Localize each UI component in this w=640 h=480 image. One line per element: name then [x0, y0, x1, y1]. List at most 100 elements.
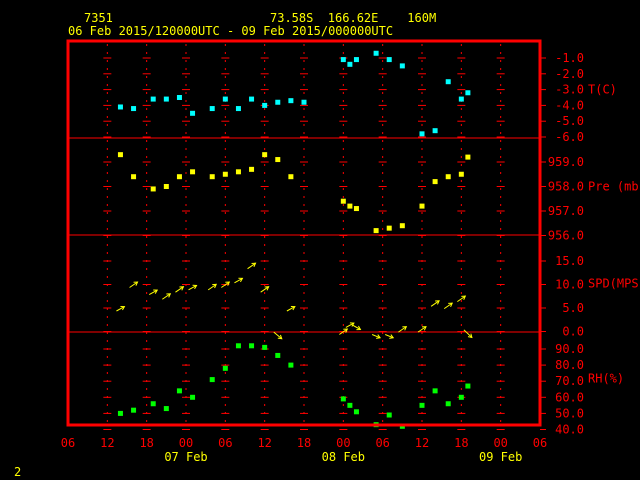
wind-arrow	[175, 286, 185, 293]
wind-arrow	[234, 277, 244, 284]
temperature-point	[386, 57, 392, 63]
y-tick-label: -1.0	[555, 51, 584, 65]
y-tick-label: 15.0	[555, 254, 584, 268]
wind-arrow-shaft	[345, 322, 355, 328]
wind-arrow-shaft	[247, 262, 256, 270]
wind-arrow-head	[251, 262, 257, 268]
wind-arrow-shaft	[188, 285, 197, 291]
pressure-point	[465, 154, 471, 160]
temperature-point	[301, 99, 307, 105]
humidity-point	[209, 377, 215, 383]
y-tick-label: -2.0	[555, 67, 584, 81]
x-tick-label: 06	[533, 436, 547, 450]
wind-arrow-head	[225, 281, 231, 286]
pressure-point	[340, 198, 346, 204]
wind-arrow-shaft	[398, 326, 407, 333]
pressure-point	[235, 169, 241, 175]
y-tick-label: -3.0	[555, 83, 584, 97]
pressure-point	[176, 174, 182, 180]
marks-layer	[116, 50, 473, 429]
pressure-point	[347, 203, 353, 209]
humidity-point	[386, 412, 392, 418]
wind-arrow-shaft	[352, 324, 361, 330]
temperature-point	[432, 128, 438, 134]
temperature-point	[190, 110, 196, 116]
wind-arrow-head	[212, 283, 218, 289]
wind-arrow	[116, 305, 126, 312]
wind-arrow	[207, 283, 218, 291]
y-tick-label: 958.0	[548, 180, 584, 194]
pressure-point	[150, 186, 156, 192]
temperature-point	[117, 104, 123, 110]
wind-arrow	[371, 334, 382, 339]
humidity-point	[288, 362, 294, 368]
humidity-point	[176, 388, 182, 394]
pressure-point	[399, 223, 405, 229]
wind-arrow	[129, 281, 139, 288]
y-tick-label: 957.0	[548, 204, 584, 218]
humidity-point	[163, 406, 169, 412]
pressure-point	[131, 174, 137, 180]
temperature-point	[131, 106, 137, 112]
pressure-point	[419, 203, 425, 209]
pressure-point	[275, 157, 281, 163]
x-tick-label: 12	[257, 436, 271, 450]
x-tick-label: 18	[297, 436, 311, 450]
temperature-point	[275, 99, 281, 105]
grid-layer	[68, 44, 540, 430]
y-tick-label: 956.0	[548, 229, 584, 243]
humidity-point	[275, 352, 281, 358]
temperature-point	[235, 106, 241, 112]
wind-arrow-shaft	[339, 328, 348, 335]
wind-arrow	[188, 284, 198, 291]
wind-arrow-shaft	[234, 277, 243, 284]
station-position: 73.58S 166.62E 160M	[270, 11, 436, 25]
temperature-point	[176, 95, 182, 100]
pressure-point	[386, 225, 392, 231]
wind-arrow-head	[153, 289, 159, 294]
temperature-point	[373, 50, 379, 56]
x-tick-label: 12	[100, 436, 114, 450]
x-tick-label: 12	[415, 436, 429, 450]
temperature-point	[262, 102, 268, 108]
wind-arrow-head	[133, 281, 139, 286]
pressure-point	[353, 206, 359, 212]
pressure-point	[249, 166, 255, 172]
wind-arrow-head	[448, 302, 454, 307]
station-id: 7351	[84, 11, 113, 25]
pressure-point	[190, 169, 196, 175]
plot-frame	[66, 39, 542, 427]
y-tick-label: -4.0	[555, 98, 584, 112]
wind-arrow-shaft	[273, 331, 283, 340]
wind-arrow	[221, 281, 231, 288]
wind-arrow-shaft	[260, 286, 269, 293]
humidity-point	[117, 410, 123, 416]
temperature-axis-label: T(C)	[588, 83, 617, 97]
y-tick-label: 70.0	[555, 374, 584, 388]
day-label: 07 Feb	[164, 450, 207, 464]
humidity-point	[131, 407, 137, 413]
temperature-point	[288, 98, 294, 104]
humidity-point	[458, 394, 464, 400]
temperature-point	[458, 96, 464, 102]
pressure-point	[445, 174, 451, 180]
wind-arrow-shaft	[221, 281, 230, 288]
pressure-point	[262, 152, 268, 158]
wind-arrow-shaft	[457, 295, 466, 303]
y-tick-label: 80.0	[555, 358, 584, 372]
humidity-point	[340, 396, 346, 402]
wind-arrow-head	[343, 328, 349, 333]
humidity-point	[190, 394, 196, 400]
humidity-point	[445, 401, 451, 407]
x-tick-label: 06	[61, 436, 75, 450]
wind-arrow	[398, 326, 408, 333]
temperature-point	[399, 63, 405, 69]
wind-arrow-head	[402, 326, 408, 331]
x-tick-label: 18	[139, 436, 153, 450]
wind-arrow-shaft	[175, 286, 184, 293]
y-tick-label: 10.0	[555, 278, 584, 292]
pressure-point	[288, 174, 294, 180]
wind-arrow	[260, 286, 270, 293]
wind-arrow	[417, 326, 427, 333]
